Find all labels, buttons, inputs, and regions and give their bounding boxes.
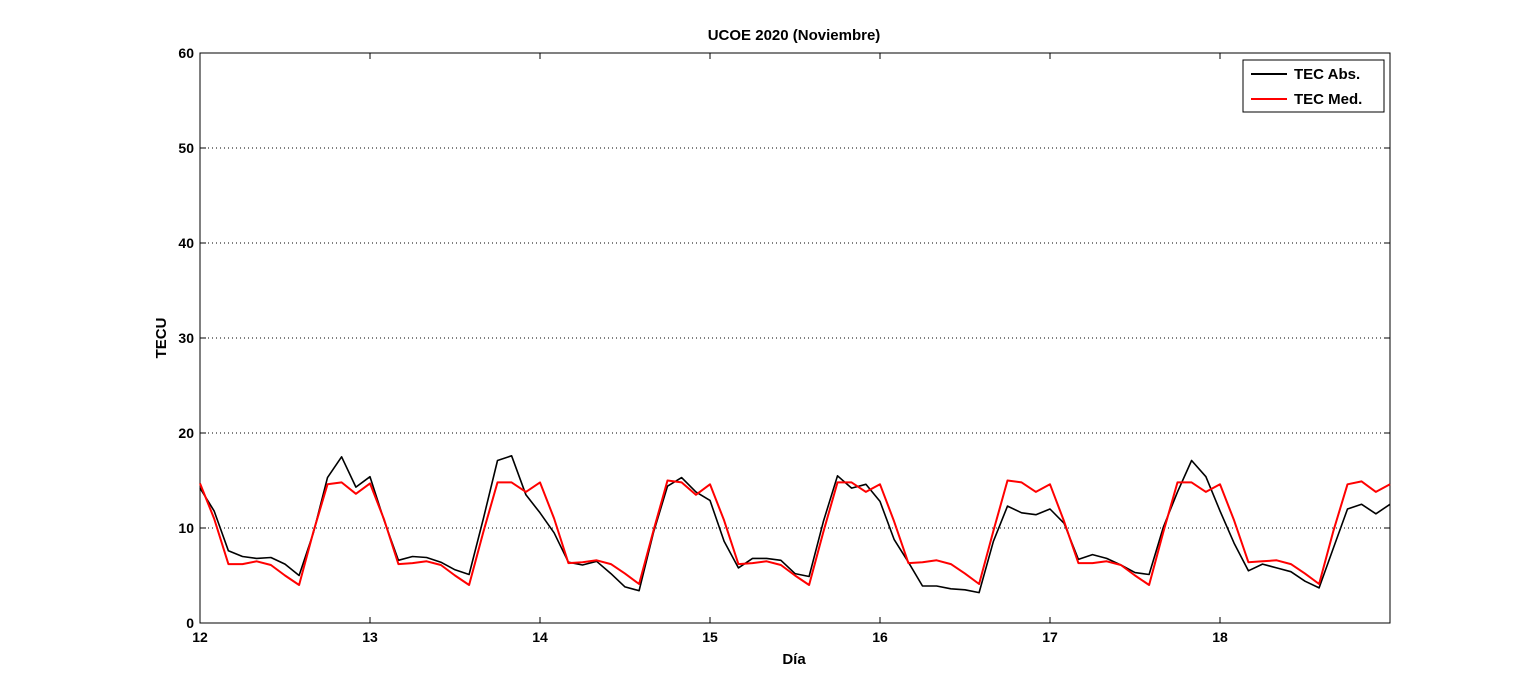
- x-tick-label: 14: [532, 629, 548, 645]
- plot-area-frame: [199, 52, 1391, 624]
- x-tick-label: 15: [702, 629, 718, 645]
- y-tick-label: 0: [186, 615, 194, 631]
- legend-box: [1242, 59, 1385, 113]
- legend-label-tec-abs: TEC Abs.: [1294, 66, 1360, 83]
- gridlines: [200, 147, 1390, 529]
- chart-title: UCOE 2020 (Noviembre): [708, 27, 881, 44]
- legend: TEC Abs. TEC Med.: [1242, 59, 1385, 113]
- x-tick-label: 12: [192, 629, 208, 645]
- y-tick-label: 30: [178, 330, 194, 346]
- x-tick-label: 13: [362, 629, 378, 645]
- y-tick-label: 60: [178, 45, 194, 61]
- x-tick-label: 17: [1042, 629, 1058, 645]
- series-line-tec-abs: [199, 454, 1391, 594]
- x-axis-label: Día: [782, 651, 806, 668]
- series-line-tec-med: [199, 479, 1391, 586]
- y-tick-label: 40: [178, 235, 194, 251]
- y-tick-label: 10: [178, 520, 194, 536]
- y-tick-label: 50: [178, 140, 194, 156]
- x-tick-label: 18: [1212, 629, 1228, 645]
- y-axis-label: TECU: [153, 318, 170, 359]
- axis-ticks: 0 10 20 30 40 50 60 12 13 14 15 16 17 18: [178, 45, 1390, 645]
- y-tick-label: 20: [178, 425, 194, 441]
- series-layer: [199, 454, 1391, 594]
- x-tick-label: 16: [872, 629, 888, 645]
- legend-label-tec-med: TEC Med.: [1294, 91, 1362, 108]
